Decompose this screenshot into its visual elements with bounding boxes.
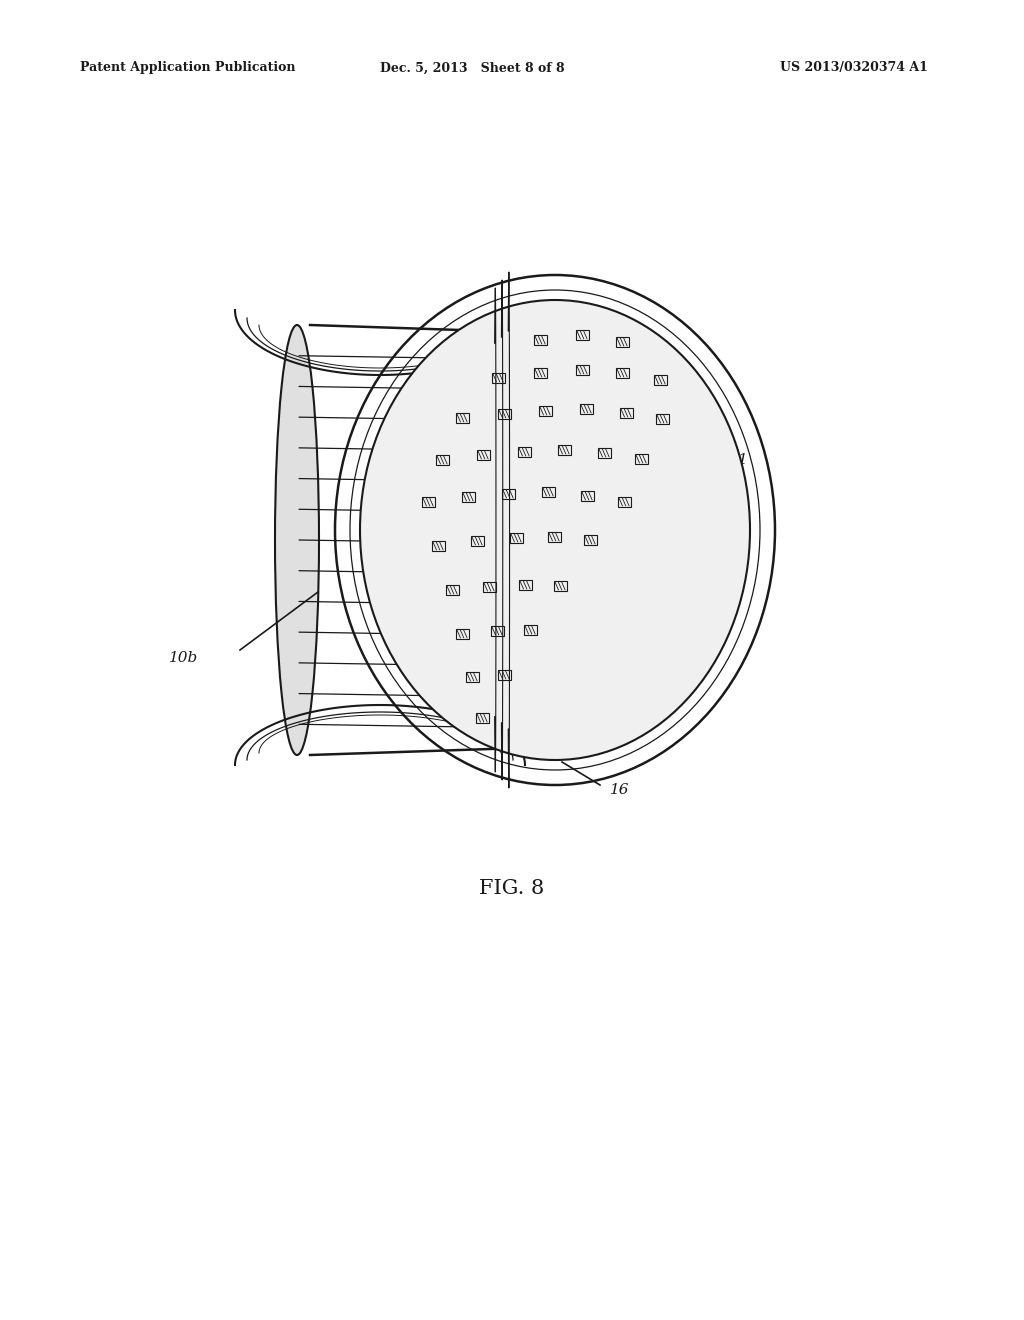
Bar — [466, 672, 478, 682]
Bar — [554, 581, 566, 591]
Bar — [518, 579, 531, 590]
Bar — [476, 450, 489, 459]
Bar — [431, 541, 444, 550]
Bar — [462, 492, 474, 502]
Bar — [534, 335, 547, 345]
Text: US 2013/0320374 A1: US 2013/0320374 A1 — [780, 62, 928, 74]
Bar — [615, 337, 629, 347]
Bar — [435, 455, 449, 465]
Bar — [456, 630, 469, 639]
Bar — [575, 366, 589, 375]
Text: FIG. 8: FIG. 8 — [479, 879, 545, 898]
Bar — [557, 445, 570, 455]
Text: 10b: 10b — [169, 651, 198, 665]
Bar — [517, 447, 530, 457]
Bar — [539, 407, 552, 416]
Bar — [470, 536, 483, 546]
Bar — [534, 368, 547, 378]
Bar — [475, 713, 488, 723]
Bar — [456, 413, 469, 422]
Bar — [635, 454, 647, 465]
Bar — [584, 535, 597, 545]
Bar — [620, 408, 633, 418]
Bar — [653, 375, 667, 385]
Bar — [502, 488, 514, 499]
Bar — [548, 532, 560, 543]
Bar — [580, 404, 593, 414]
Bar — [542, 487, 555, 498]
Bar — [422, 498, 434, 507]
Bar — [581, 491, 594, 502]
Bar — [482, 582, 496, 591]
Bar — [498, 671, 511, 680]
Ellipse shape — [275, 325, 319, 755]
Bar — [617, 498, 631, 507]
Text: 1: 1 — [738, 453, 748, 467]
Ellipse shape — [360, 300, 750, 760]
Bar — [575, 330, 589, 341]
Bar — [490, 626, 504, 636]
Bar — [597, 447, 610, 458]
Bar — [655, 414, 669, 424]
Bar — [498, 409, 511, 418]
Bar — [492, 374, 505, 383]
Bar — [523, 624, 537, 635]
Bar — [445, 585, 459, 595]
Text: 16: 16 — [610, 783, 630, 797]
Text: Dec. 5, 2013   Sheet 8 of 8: Dec. 5, 2013 Sheet 8 of 8 — [380, 62, 564, 74]
Text: Patent Application Publication: Patent Application Publication — [80, 62, 296, 74]
Bar — [615, 368, 629, 378]
Bar — [510, 533, 522, 543]
